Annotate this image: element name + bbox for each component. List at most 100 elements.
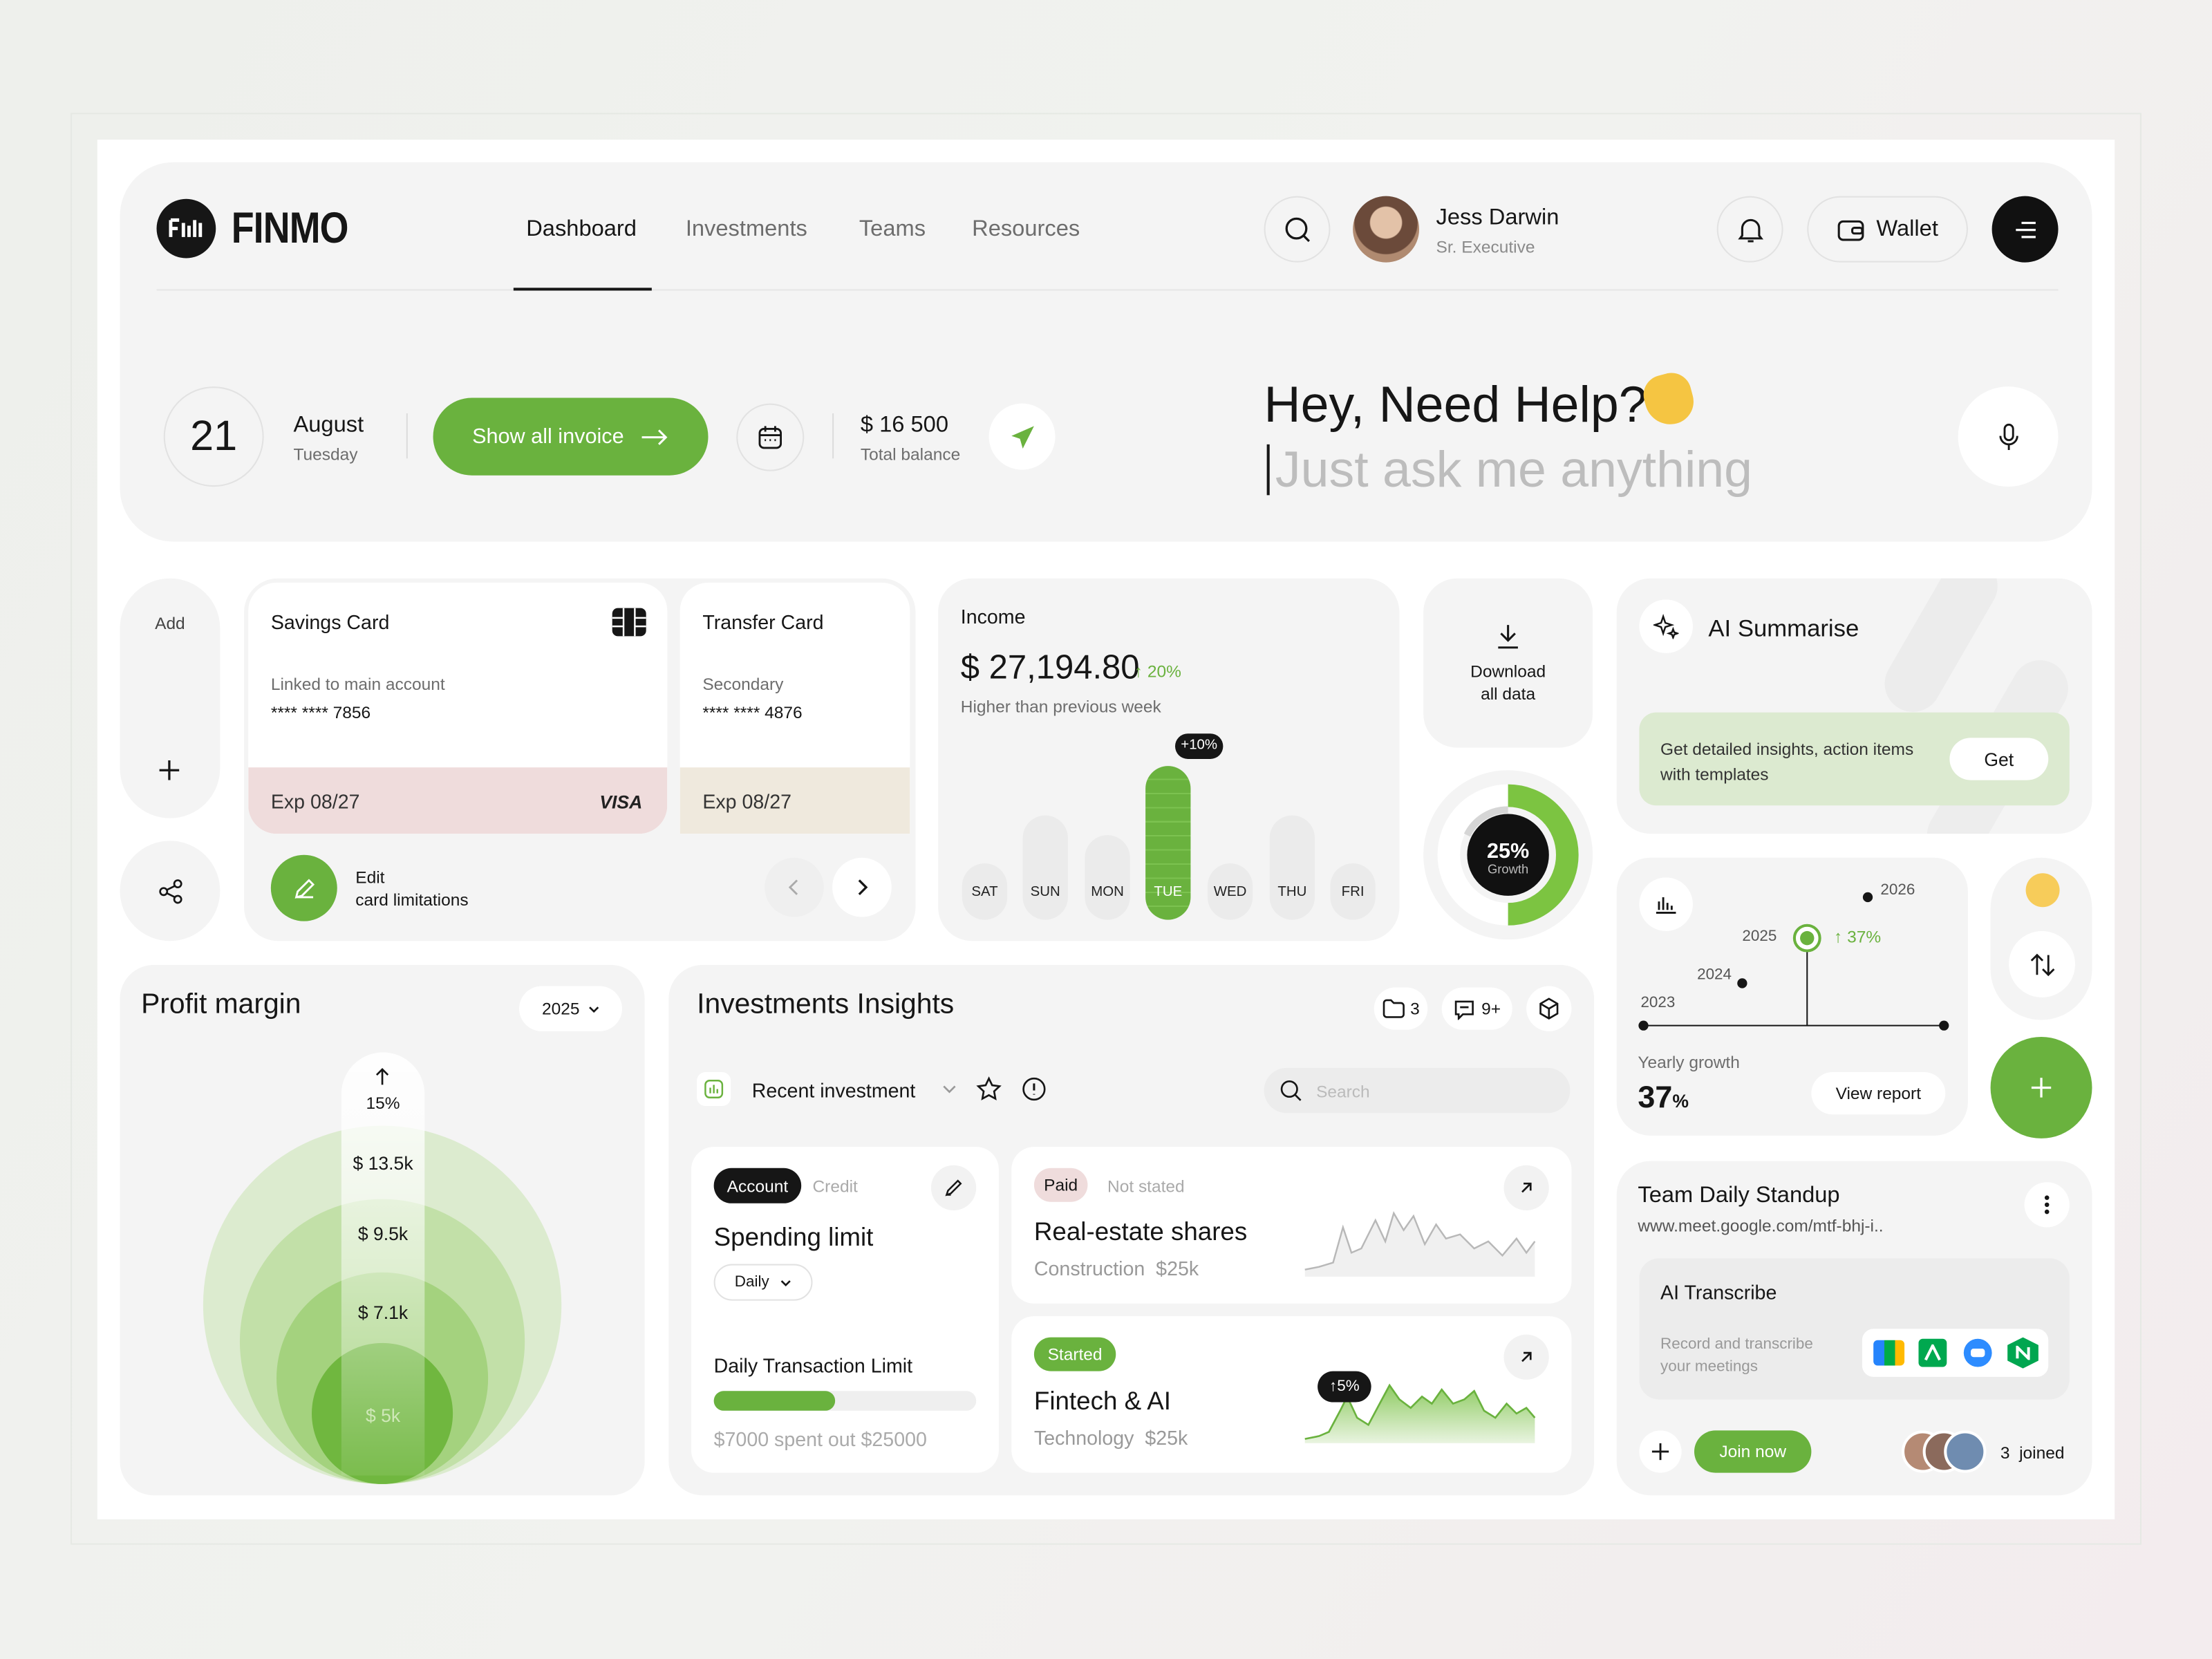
open-button[interactable] <box>1503 1334 1549 1380</box>
realestate-card[interactable] <box>1011 1147 1572 1304</box>
prev-button[interactable] <box>765 857 824 917</box>
nav-item[interactable]: Teams <box>859 217 926 241</box>
limit-fill <box>713 1391 836 1411</box>
income-badge: +10% <box>1174 733 1224 759</box>
next-button[interactable] <box>832 857 892 917</box>
meet-icon[interactable] <box>1873 1340 1905 1366</box>
year-label: 2023 <box>1640 994 1676 1012</box>
timeline-dot <box>1939 1020 1949 1031</box>
day-bar <box>1330 863 1376 920</box>
notification-button[interactable] <box>1716 196 1783 263</box>
share-icon <box>158 879 182 903</box>
participant-avatar <box>1944 1430 1987 1473</box>
up-arrow: ↑ <box>1834 926 1848 947</box>
day-label: FRI <box>1341 884 1365 901</box>
view-report-button[interactable]: View report <box>1811 1072 1946 1115</box>
filter-label[interactable]: Recent investment <box>751 1079 916 1102</box>
card-title: Transfer Card <box>702 610 824 634</box>
swap-button[interactable] <box>2009 930 2076 997</box>
open-button[interactable] <box>1503 1165 1549 1211</box>
transfer-card[interactable] <box>679 582 910 834</box>
logo-mark <box>169 218 203 237</box>
savings-card[interactable] <box>248 582 668 834</box>
ring-arc <box>1508 784 1579 926</box>
avatar[interactable] <box>1353 196 1420 263</box>
decor <box>1874 578 2008 722</box>
nav-item[interactable]: Resources <box>972 217 1080 241</box>
add-button[interactable] <box>1990 1036 2092 1138</box>
day-bar <box>1207 863 1253 920</box>
search-field[interactable] <box>1264 1067 1571 1114</box>
share-button[interactable] <box>120 841 221 941</box>
star-icon[interactable] <box>976 1076 1002 1102</box>
sparkle-icon <box>1639 599 1693 653</box>
nav-item[interactable]: Investments <box>685 217 807 241</box>
edit-button[interactable] <box>930 1165 977 1211</box>
ring-value: $ 13.5k <box>353 1152 413 1174</box>
day-label: SAT <box>971 884 998 901</box>
files-counter[interactable]: 3 <box>1374 987 1428 1030</box>
app-icon[interactable] <box>2007 1337 2038 1369</box>
date-badge: 21 <box>163 386 264 487</box>
chart-icon <box>1639 877 1693 931</box>
card-subtitle: Secondary <box>702 674 784 695</box>
profit-title: Profit margin <box>141 988 301 1020</box>
calendar-button[interactable] <box>736 403 805 471</box>
add-label: Add <box>155 613 185 634</box>
investment-sub: Construction $25k <box>1033 1257 1199 1280</box>
card-title: Savings Card <box>270 610 390 634</box>
ring-caption: Growth <box>1487 861 1529 877</box>
zoom-icon[interactable] <box>1963 1338 1992 1367</box>
wallet-label: Wallet <box>1876 216 1938 241</box>
up-arrow: ↑ <box>1134 662 1147 682</box>
day-label: WED <box>1213 884 1247 901</box>
brand: FINMO <box>231 203 349 253</box>
nav-item[interactable]: Dashboard <box>526 217 637 241</box>
get-button[interactable]: Get <box>1949 738 2049 780</box>
income-change: ↑ 20% <box>1134 663 1181 679</box>
yearly-value: 37% <box>1638 1081 1689 1113</box>
year-label: 2026 <box>1880 881 1915 899</box>
nav-underline <box>513 288 652 291</box>
tag-paid: Paid <box>1033 1168 1088 1202</box>
tab-active[interactable]: Account <box>713 1168 802 1203</box>
plus-icon <box>1651 1443 1669 1461</box>
comments-counter[interactable]: 9+ <box>1441 987 1512 1030</box>
search-button[interactable] <box>1264 196 1331 263</box>
logo[interactable] <box>156 198 216 259</box>
cube-button[interactable] <box>1526 986 1572 1031</box>
join-button[interactable]: Join now <box>1694 1430 1812 1473</box>
ring-value: $ 9.5k <box>357 1223 409 1244</box>
mic-button[interactable] <box>1958 386 2059 487</box>
timeline-dot <box>1638 1020 1649 1031</box>
ring-inner <box>1463 806 1508 837</box>
ai-text: Get detailed insights, action items with… <box>1660 739 1914 785</box>
menu-button[interactable] <box>1991 196 2059 263</box>
chevron-down[interactable] <box>942 1085 956 1094</box>
profit-top: 15% <box>366 1093 400 1114</box>
investment-sub: Technology $25k <box>1033 1426 1188 1449</box>
app-icon[interactable] <box>1918 1338 1947 1367</box>
help-input[interactable]: Just ask me anything <box>1275 440 1753 498</box>
standup-url[interactable]: www.meet.google.com/mtf-bhj-i.. <box>1638 1216 1884 1236</box>
download-label: all data <box>1481 684 1536 704</box>
edit-button[interactable] <box>270 854 337 921</box>
balance-label: Total balance <box>860 444 961 465</box>
day-bar <box>1022 815 1068 920</box>
day-label: SUN <box>1030 884 1060 901</box>
cube-icon <box>1539 997 1559 1020</box>
info-icon[interactable] <box>1022 1076 1047 1102</box>
send-button[interactable] <box>988 403 1056 470</box>
status-dot[interactable] <box>2025 873 2060 908</box>
tab[interactable]: Credit <box>812 1177 858 1197</box>
download-button[interactable]: Download all data <box>1423 578 1593 748</box>
period-value: Daily <box>734 1273 769 1291</box>
more-button[interactable] <box>2024 1182 2070 1228</box>
invite-button[interactable] <box>1639 1430 1682 1473</box>
period-select[interactable]: Daily <box>713 1264 813 1301</box>
day-bar <box>1269 815 1315 920</box>
wallet-button[interactable]: Wallet <box>1807 196 1968 263</box>
invoice-button[interactable]: Show all invoice <box>433 397 709 476</box>
year-select[interactable]: 2025 <box>519 986 622 1031</box>
